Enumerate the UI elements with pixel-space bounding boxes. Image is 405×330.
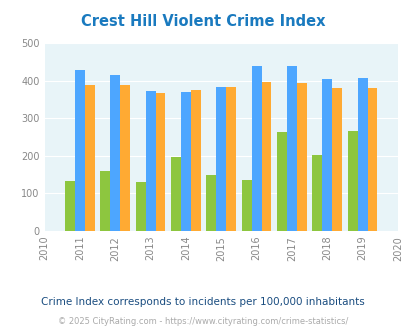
Bar — [226, 87, 236, 231]
Bar — [241, 180, 251, 231]
Text: Crime Index corresponds to incidents per 100,000 inhabitants: Crime Index corresponds to incidents per… — [41, 297, 364, 307]
Bar — [110, 75, 120, 231]
Bar — [85, 85, 95, 231]
Bar — [100, 171, 110, 231]
Bar — [357, 78, 367, 231]
Bar — [261, 82, 271, 231]
Bar — [145, 91, 155, 231]
Bar — [120, 85, 130, 231]
Bar — [296, 83, 306, 231]
Bar — [286, 66, 296, 231]
Bar — [322, 79, 331, 231]
Bar — [171, 157, 181, 231]
Bar — [311, 155, 322, 231]
Text: Crest Hill Violent Crime Index: Crest Hill Violent Crime Index — [81, 14, 324, 29]
Bar — [251, 66, 261, 231]
Bar — [276, 132, 286, 231]
Bar — [206, 175, 216, 231]
Bar — [181, 92, 190, 231]
Bar — [347, 131, 357, 231]
Bar — [190, 90, 200, 231]
Text: © 2025 CityRating.com - https://www.cityrating.com/crime-statistics/: © 2025 CityRating.com - https://www.city… — [58, 317, 347, 326]
Bar — [65, 181, 75, 231]
Bar — [75, 70, 85, 231]
Bar — [367, 88, 377, 231]
Bar — [135, 182, 145, 231]
Bar — [331, 88, 341, 231]
Bar — [155, 93, 165, 231]
Bar — [216, 87, 226, 231]
